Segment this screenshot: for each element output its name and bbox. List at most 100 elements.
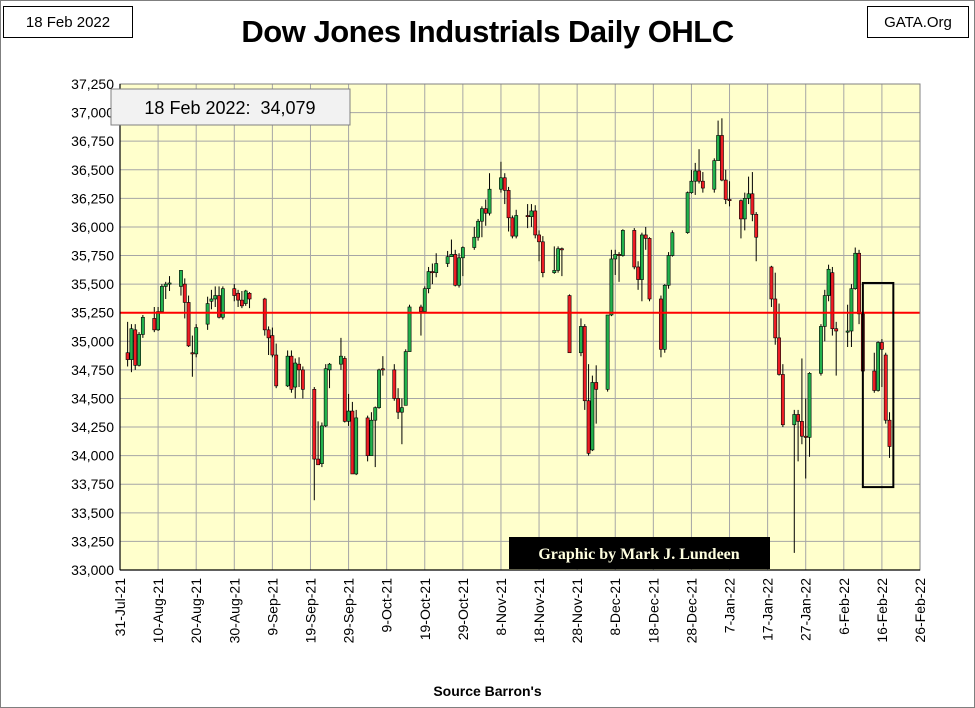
candle xyxy=(445,250,450,267)
candle-body-down xyxy=(392,369,397,399)
candle xyxy=(529,204,534,227)
candle xyxy=(525,204,530,229)
candle-body-up xyxy=(320,425,324,464)
candle xyxy=(274,343,279,389)
candle-body-down xyxy=(872,370,877,391)
candle xyxy=(822,289,827,342)
candle xyxy=(510,215,515,239)
candle xyxy=(739,199,743,239)
candle xyxy=(377,368,381,409)
candle-body-up xyxy=(472,236,477,248)
candle xyxy=(800,358,804,445)
candle xyxy=(365,415,370,462)
candle-body-up xyxy=(876,342,880,391)
candle-body-up xyxy=(373,407,378,421)
candle-body-down xyxy=(773,298,778,339)
candle-body-down xyxy=(643,234,648,239)
candle-body-up xyxy=(499,177,503,190)
candle-body-up xyxy=(693,170,698,182)
candle-body-up xyxy=(457,257,461,286)
candle xyxy=(640,232,644,302)
candle xyxy=(396,388,400,420)
candle xyxy=(594,365,599,424)
candle xyxy=(560,247,564,277)
x-tick-label: 31-Jul-21 xyxy=(112,578,128,637)
y-tick-label: 34,500 xyxy=(71,390,114,406)
candle-body-down xyxy=(697,170,701,182)
candle xyxy=(689,169,694,194)
candle xyxy=(137,332,141,367)
candle xyxy=(872,352,877,393)
candle xyxy=(636,261,640,290)
candle-body-down xyxy=(700,180,705,189)
candle xyxy=(750,172,755,222)
candle xyxy=(712,158,717,193)
candle xyxy=(826,264,831,302)
candle xyxy=(354,409,359,476)
candle-body-up xyxy=(140,316,145,335)
candle-body-up xyxy=(609,258,614,316)
candle-body-down xyxy=(380,368,385,371)
candle-body-down xyxy=(880,342,884,350)
candle-body-down xyxy=(659,298,663,350)
y-tick-label: 37,250 xyxy=(71,76,114,92)
candle-body-up xyxy=(716,135,720,161)
candle-body-down xyxy=(537,234,541,243)
candle xyxy=(632,228,637,270)
x-tick-label: 29-Sep-21 xyxy=(341,578,357,644)
candle xyxy=(780,364,785,428)
candle xyxy=(449,239,454,257)
y-tick-label: 33,500 xyxy=(71,505,114,521)
x-tick-label: 27-Jan-22 xyxy=(798,578,814,641)
x-tick-label: 26-Feb-22 xyxy=(912,578,928,643)
candle-body-up xyxy=(339,355,343,365)
y-tick-label: 36,750 xyxy=(71,133,114,149)
candle xyxy=(373,406,378,468)
y-tick-label: 35,750 xyxy=(71,248,114,264)
candle-body-up xyxy=(746,193,751,199)
candle-body-down xyxy=(502,177,507,191)
candle xyxy=(316,421,320,466)
y-tick-label: 36,000 xyxy=(71,219,114,235)
candle xyxy=(152,306,157,333)
candle xyxy=(480,206,484,238)
candle xyxy=(247,292,252,309)
candle-body-down xyxy=(125,352,130,360)
candle-body-up xyxy=(323,368,328,427)
candle-body-down xyxy=(830,272,835,330)
candle-body-up xyxy=(129,328,134,360)
candle xyxy=(453,249,458,287)
candle-body-down xyxy=(274,354,279,387)
candle-body-up xyxy=(179,270,183,287)
candle xyxy=(213,286,218,307)
candle xyxy=(312,387,317,501)
candle-body-down xyxy=(247,292,252,300)
candle-body-down xyxy=(240,299,244,307)
candle-body-up xyxy=(590,382,595,451)
y-tick-label: 34,000 xyxy=(71,448,114,464)
candle-body-down xyxy=(796,414,800,422)
candle xyxy=(670,230,675,257)
candle-body-down xyxy=(483,208,488,214)
candle xyxy=(617,252,621,282)
candle xyxy=(129,324,134,373)
candle xyxy=(232,284,237,302)
x-axis-labels: 31-Jul-21 10-Aug-21 20-Aug-21 30-Aug-21 9-Se… xyxy=(112,578,928,644)
candle-body-down xyxy=(857,252,861,315)
candle xyxy=(240,290,244,309)
candle-body-down xyxy=(342,358,347,422)
candle-body-up xyxy=(514,215,519,237)
candle xyxy=(243,289,248,306)
candle xyxy=(163,281,168,299)
candle-body-up xyxy=(605,314,610,390)
candle-body-up xyxy=(670,232,675,256)
candle xyxy=(693,162,698,195)
credit-text: Graphic by Mark J. Lundeen xyxy=(538,546,739,563)
candle-body-down xyxy=(266,329,271,339)
candle xyxy=(487,173,492,216)
candle xyxy=(476,218,480,241)
candle xyxy=(262,297,267,336)
candle-body-down xyxy=(594,382,599,390)
x-tick-label: 30-Aug-21 xyxy=(226,578,242,644)
candle xyxy=(434,253,439,278)
